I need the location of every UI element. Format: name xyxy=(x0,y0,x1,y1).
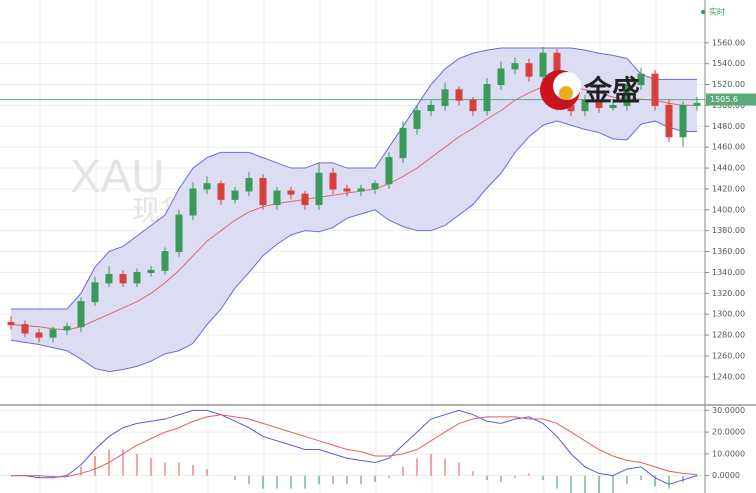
candle-body xyxy=(595,99,603,109)
candle-body xyxy=(511,63,519,70)
y-tick-label: 1440.00 xyxy=(712,164,745,173)
candle-body xyxy=(329,172,337,190)
y-tick-label: 0.0000 xyxy=(712,471,740,480)
y-tick-label: 1360.00 xyxy=(712,247,745,256)
y-tick-label: 1280.00 xyxy=(712,331,745,340)
candle-body xyxy=(63,326,71,331)
candle-body xyxy=(287,190,295,195)
candle-body xyxy=(21,324,29,334)
candle-body xyxy=(315,172,323,206)
candle-body xyxy=(301,193,309,206)
candle-body xyxy=(399,127,407,159)
y-tick-label: 1460.00 xyxy=(712,143,745,152)
candle-body xyxy=(175,214,183,253)
y-tick-label: 1340.00 xyxy=(712,268,745,277)
y-tick-label: 1380.00 xyxy=(712,226,745,235)
candle-body xyxy=(637,73,645,86)
band-middle xyxy=(10,84,697,331)
candle-body xyxy=(525,63,533,77)
macd-line xyxy=(11,414,698,478)
candle-body xyxy=(413,110,421,129)
candle-body xyxy=(7,322,15,326)
candle-body xyxy=(203,183,211,190)
candle-body xyxy=(217,183,225,200)
candle-body xyxy=(609,104,617,109)
y-tick-label: 1520.00 xyxy=(712,80,745,89)
band-lower xyxy=(10,120,697,373)
macd-line xyxy=(11,409,698,485)
badge-dot xyxy=(701,10,705,14)
badge: 实时 xyxy=(709,7,725,17)
candle-body xyxy=(273,190,281,206)
y-tick-label: 1240.00 xyxy=(712,372,745,381)
y-tick-label: 1480.00 xyxy=(712,122,745,131)
candle-body xyxy=(189,188,197,216)
logo-icon xyxy=(559,86,573,100)
watermark: XAU xyxy=(70,150,165,202)
logo-text: 金盛 xyxy=(583,74,640,107)
candle-body xyxy=(427,104,435,112)
candle-body xyxy=(231,190,239,200)
candle-body xyxy=(623,84,631,106)
candle-body xyxy=(91,282,99,303)
candle-body xyxy=(105,274,113,284)
candle-body xyxy=(119,274,127,284)
candle-body xyxy=(581,99,589,112)
candle-body xyxy=(441,89,449,106)
candle-body xyxy=(77,301,85,328)
candle-body xyxy=(679,104,687,138)
candle-body xyxy=(259,177,267,206)
y-tick-label: 1300.00 xyxy=(712,310,745,319)
band-upper xyxy=(11,47,697,310)
candle-body xyxy=(497,68,505,86)
candle-body xyxy=(469,99,477,112)
y-tick-label: 1320.00 xyxy=(712,289,745,298)
current-price-tag xyxy=(706,93,756,106)
candle-body xyxy=(49,329,57,338)
candle-body xyxy=(147,269,155,273)
candle-body xyxy=(483,84,491,112)
y-tick-label: 1260.00 xyxy=(712,351,745,360)
y-tick-label: 1540.00 xyxy=(712,59,745,68)
candle-body xyxy=(35,332,43,338)
y-tick-label: 30.0000 xyxy=(712,406,745,415)
candle-body xyxy=(133,271,141,284)
y-tick-label: 10.0000 xyxy=(712,449,745,458)
candle-body xyxy=(343,188,351,192)
band-area xyxy=(11,48,697,372)
candle-body xyxy=(371,183,379,190)
candle-body xyxy=(385,157,393,185)
current-price-label: 1505.6 xyxy=(710,95,738,104)
candle-body xyxy=(357,188,365,192)
candle-body xyxy=(245,177,253,192)
y-tick-label: 20.0000 xyxy=(712,428,745,437)
candle-body xyxy=(161,251,169,271)
candle-body xyxy=(665,104,673,138)
y-tick-label: 1400.00 xyxy=(712,205,745,214)
y-tick-label: 1420.00 xyxy=(712,184,745,193)
y-tick-label: 1560.00 xyxy=(712,38,745,47)
candle-body xyxy=(539,52,547,77)
candle-body xyxy=(693,102,701,106)
candle-body xyxy=(455,89,463,101)
main-panel xyxy=(0,46,705,493)
candle-body xyxy=(651,73,659,106)
